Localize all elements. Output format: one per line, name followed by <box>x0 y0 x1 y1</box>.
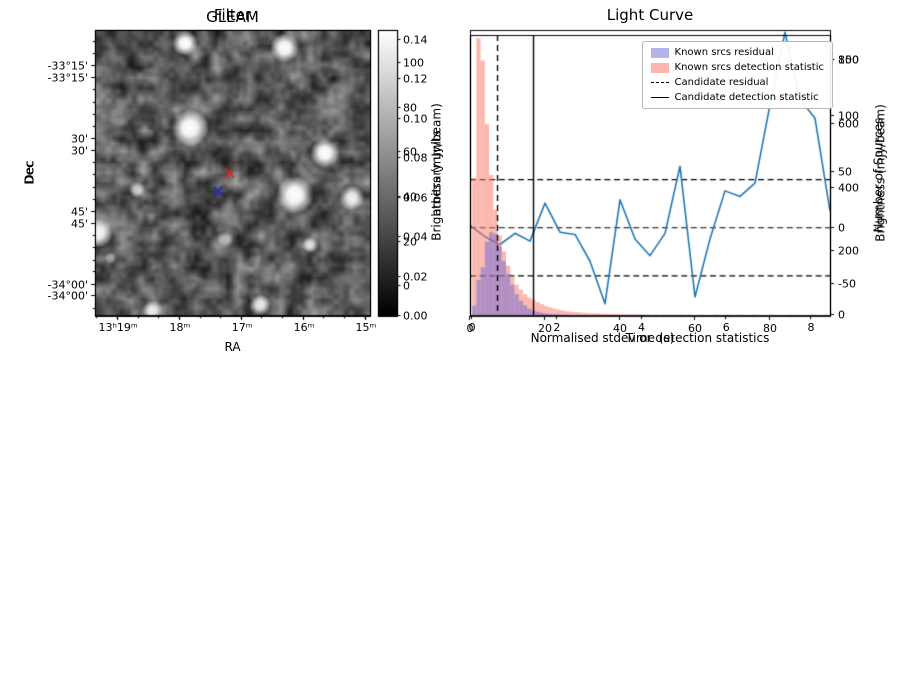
legend-item-candidate-residual: Candidate residual <box>650 77 824 88</box>
legend-swatch-pink-patch <box>650 62 669 73</box>
tick-label: 20 <box>403 235 417 249</box>
gleam-map-canvas <box>0 0 455 369</box>
legend-item-known-residual: Known srcs residual <box>650 47 824 58</box>
histogram-legend: Known srcs residual Known srcs detection… <box>641 41 833 109</box>
tick-label: 6 <box>722 321 730 334</box>
tick-label: 100 <box>403 56 424 70</box>
tick-label: 16ᵐ <box>293 321 315 334</box>
subplot-gleam-map: GLEAM RA Dec Brightness (mJy/beam) -33°1… <box>0 0 455 369</box>
gleam-ylabel: Dec <box>22 160 37 184</box>
tick-label: 80 <box>403 101 417 115</box>
tick-label: 800 <box>838 53 859 67</box>
tick-label: 40 <box>403 190 417 204</box>
legend-swatch-dashed-line <box>650 82 669 83</box>
tick-label: 15ᵐ <box>355 321 377 334</box>
tick-label: 0 <box>403 279 410 293</box>
tick-label: 30' <box>70 144 88 158</box>
tick-label: 2 <box>553 321 561 334</box>
tick-label: 400 <box>838 181 859 195</box>
gleam-colorbar-label: Brightness (mJy/beam) <box>429 103 444 241</box>
legend-item-known-detstat: Known srcs detection statistic <box>650 62 824 73</box>
tick-label: -33°15' <box>47 71 89 85</box>
legend-swatch-blue-patch <box>650 47 669 58</box>
legend-swatch-solid-line <box>650 97 669 98</box>
tick-label: 200 <box>838 244 859 258</box>
tick-label: 0 <box>838 308 845 322</box>
gleam-xlabel: RA <box>224 340 241 354</box>
histogram-ylabel: Number of Sources <box>871 117 886 233</box>
gleam-title: GLEAM <box>206 8 259 26</box>
subplot-histogram: Normalised stdev or detection statistics… <box>455 0 898 369</box>
legend-item-candidate-detstat: Candidate detection statistic <box>650 92 824 103</box>
tick-label: 60 <box>403 145 417 159</box>
tick-label: 17ᵐ <box>231 321 253 334</box>
tick-label: 600 <box>838 117 859 131</box>
tick-label: 13ʰ19ᵐ <box>98 321 138 334</box>
histogram-xlabel: Normalised stdev or detection statistics <box>530 331 770 345</box>
tick-label: 8 <box>807 321 815 334</box>
tick-label: 4 <box>638 321 646 334</box>
tick-label: 18ᵐ <box>169 321 191 334</box>
tick-label: 0 <box>468 321 476 334</box>
tick-label: 45' <box>70 217 88 231</box>
tick-label: -34°00' <box>47 289 89 303</box>
